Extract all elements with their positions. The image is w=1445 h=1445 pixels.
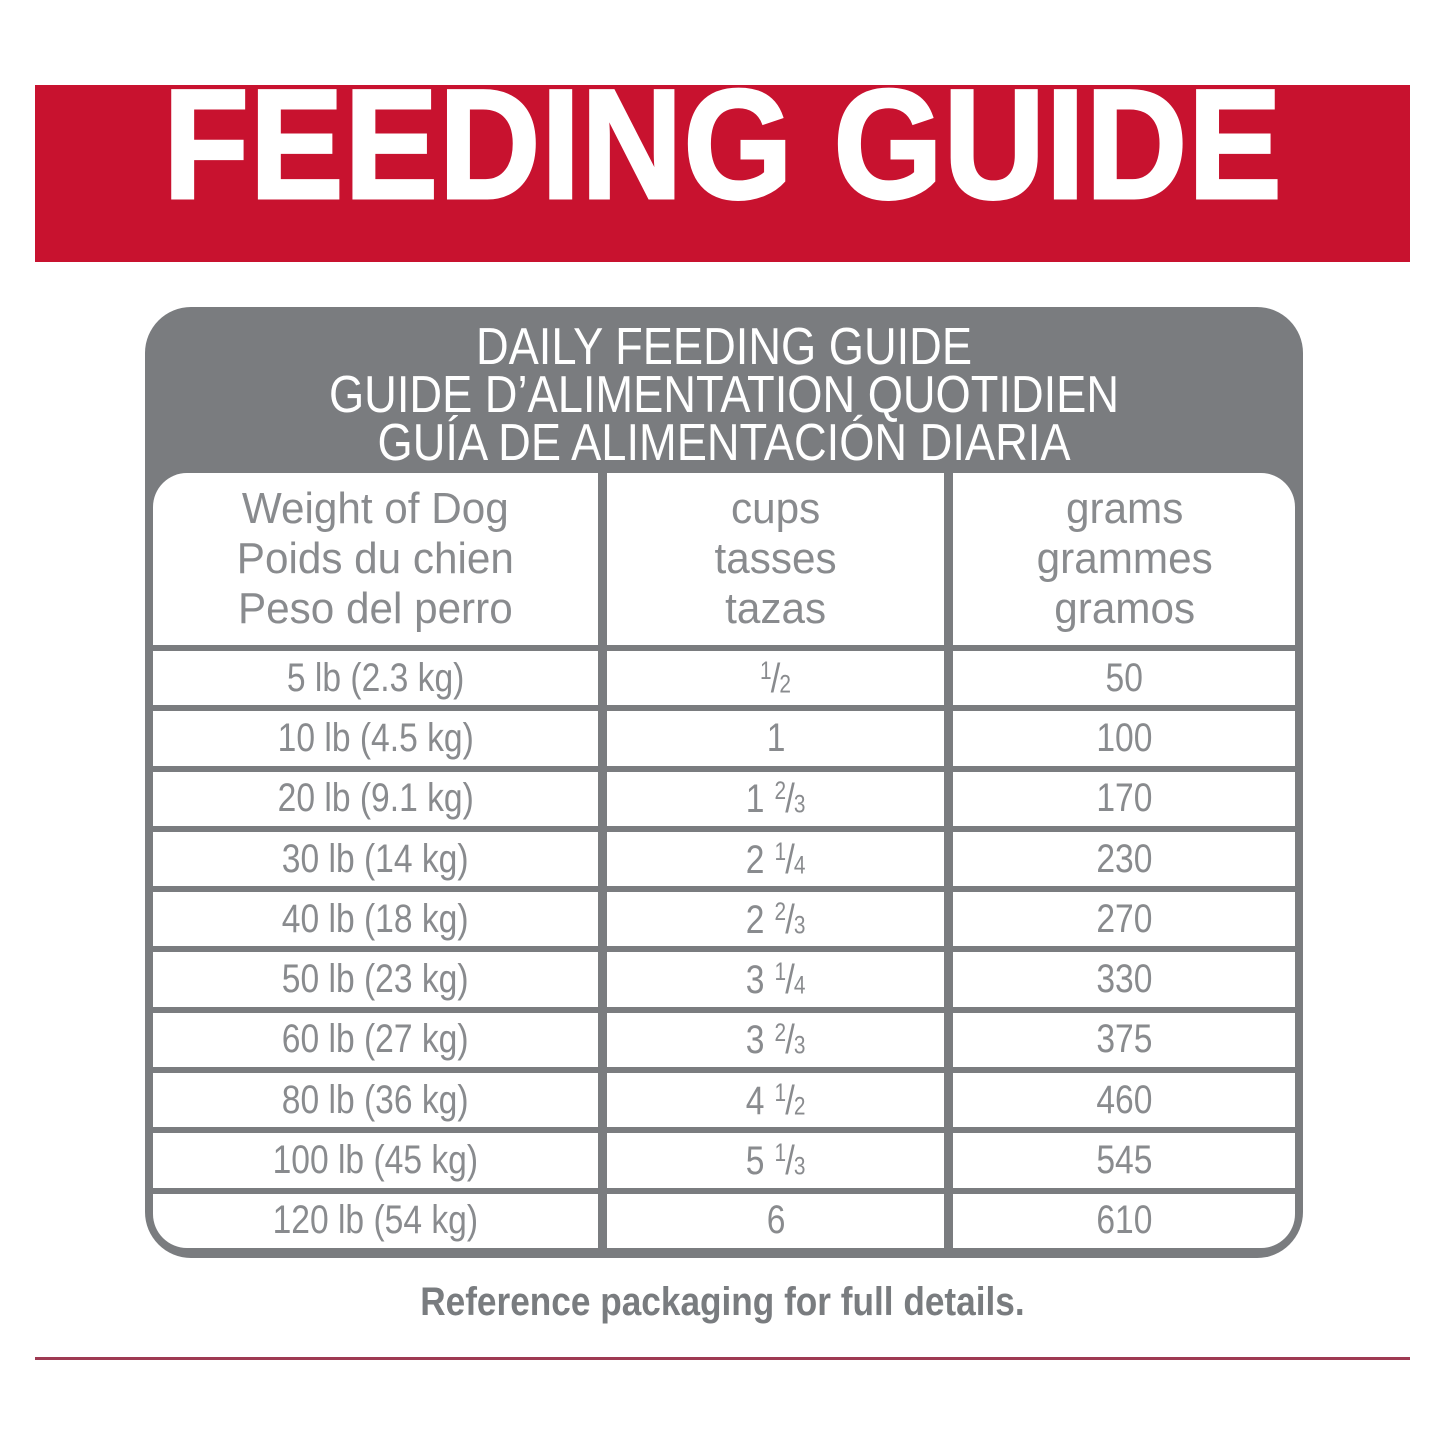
cups-cell: 5 1/3	[606, 1133, 945, 1188]
weight-value: 120 lb (54 kg)	[272, 1198, 479, 1243]
weight-header-spanish: Peso del perro	[238, 584, 513, 633]
grams-cell: 50	[953, 651, 1295, 706]
grams-value: 50	[1105, 655, 1143, 700]
grams-value: 610	[1096, 1198, 1153, 1243]
weight-column-header: Weight of Dog Poids du chien Peso del pe…	[153, 473, 598, 645]
panel-title: DAILY FEEDING GUIDE GUIDE D’ALIMENTATION…	[145, 318, 1303, 472]
grams-value: 545	[1096, 1138, 1153, 1183]
grams-cell: 545	[953, 1133, 1295, 1188]
panel-title-english: DAILY FEEDING GUIDE	[475, 318, 973, 376]
weight-cell: 80 lb (36 kg)	[153, 1073, 598, 1128]
cups-value: 2 1/4	[745, 835, 806, 882]
cups-value: 3 1/4	[745, 956, 806, 1003]
grams-cell: 170	[953, 771, 1295, 826]
grams-header-french: grammes	[1036, 534, 1213, 583]
daily-feeding-panel: DAILY FEEDING GUIDE GUIDE D’ALIMENTATION…	[145, 307, 1303, 1258]
footer-red-rule	[35, 1357, 1410, 1360]
grams-value: 100	[1096, 715, 1153, 760]
weight-cell: 5 lb (2.3 kg)	[153, 651, 598, 706]
cups-value: 3 2/3	[745, 1016, 806, 1063]
weight-value: 60 lb (27 kg)	[282, 1017, 469, 1062]
weight-cell: 50 lb (23 kg)	[153, 952, 598, 1007]
cups-value: 1/2	[760, 654, 792, 701]
cups-cell: 1 2/3	[606, 771, 945, 826]
panel-title-french: GUIDE D’ALIMENTATION QUOTIDIEN	[328, 366, 1120, 424]
grams-value: 230	[1096, 836, 1153, 881]
weight-value: 20 lb (9.1 kg)	[277, 776, 474, 821]
cups-value: 1 2/3	[745, 775, 806, 822]
cups-cell: 3 2/3	[606, 1012, 945, 1068]
weight-value: 30 lb (14 kg)	[282, 836, 469, 881]
cups-cell: 4 1/2	[606, 1073, 945, 1128]
cups-cell: 2 1/4	[606, 831, 945, 887]
feeding-guide-banner: FEEDING GUIDE	[35, 85, 1410, 262]
grams-header-spanish: gramos	[1053, 584, 1195, 633]
grams-header-english: grams	[1065, 484, 1183, 533]
weight-cell: 20 lb (9.1 kg)	[153, 771, 598, 826]
grams-cell: 375	[953, 1012, 1295, 1068]
weight-cell: 120 lb (54 kg)	[153, 1193, 598, 1248]
weight-value: 5 lb (2.3 kg)	[286, 655, 465, 700]
banner-title: FEEDING GUIDE	[161, 85, 1283, 232]
footer-note: Reference packaging for full details.	[0, 1280, 1445, 1325]
cups-cell: 1/2	[606, 651, 945, 706]
grams-value: 170	[1096, 776, 1153, 821]
grams-column-header: grams grammes gramos	[953, 473, 1295, 645]
cups-value: 1	[766, 715, 786, 760]
weight-value: 50 lb (23 kg)	[282, 957, 469, 1002]
grams-cell: 230	[953, 831, 1295, 887]
weight-header-french: Poids du chien	[236, 534, 514, 583]
weight-cell: 100 lb (45 kg)	[153, 1133, 598, 1188]
weight-cell: 30 lb (14 kg)	[153, 831, 598, 887]
weight-value: 40 lb (18 kg)	[282, 896, 469, 941]
cups-header-spanish: tazas	[725, 584, 827, 633]
cups-cell: 6	[606, 1193, 945, 1248]
grams-value: 375	[1096, 1017, 1153, 1062]
grams-value: 330	[1096, 957, 1153, 1002]
weight-cell: 60 lb (27 kg)	[153, 1012, 598, 1068]
grams-cell: 100	[953, 711, 1295, 766]
grams-cell: 270	[953, 892, 1295, 947]
weight-value: 100 lb (45 kg)	[272, 1138, 479, 1183]
grams-cell: 610	[953, 1193, 1295, 1248]
weight-cell: 40 lb (18 kg)	[153, 892, 598, 947]
grams-cell: 460	[953, 1073, 1295, 1128]
cups-cell: 3 1/4	[606, 952, 945, 1007]
feeding-table: Weight of Dog Poids du chien Peso del pe…	[153, 473, 1295, 1248]
panel-title-spanish: GUÍA DE ALIMENTACIÓN DIARIA	[377, 414, 1071, 472]
weight-header-english: Weight of Dog	[241, 484, 509, 533]
weight-value: 80 lb (36 kg)	[282, 1077, 469, 1122]
cups-value: 5 1/3	[745, 1137, 806, 1184]
cups-header-english: cups	[731, 484, 821, 533]
cups-cell: 1	[606, 711, 945, 766]
cups-header-french: tasses	[714, 534, 837, 583]
weight-value: 10 lb (4.5 kg)	[277, 715, 474, 760]
cups-column-header: cups tasses tazas	[606, 473, 945, 645]
cups-value: 2 2/3	[745, 895, 806, 942]
grams-value: 270	[1096, 896, 1153, 941]
footer-note-text: Reference packaging for full details.	[420, 1280, 1025, 1324]
weight-cell: 10 lb (4.5 kg)	[153, 711, 598, 766]
cups-value: 6	[766, 1198, 786, 1243]
grams-cell: 330	[953, 952, 1295, 1007]
cups-value: 4 1/2	[745, 1076, 806, 1123]
grams-value: 460	[1096, 1077, 1153, 1122]
cups-cell: 2 2/3	[606, 892, 945, 947]
